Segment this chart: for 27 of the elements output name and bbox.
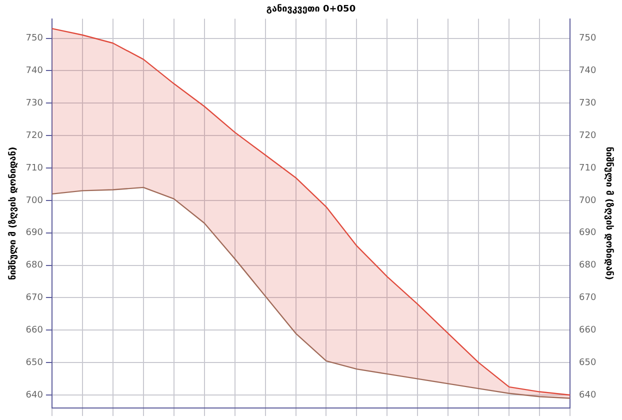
y2-tick-label: 740	[579, 66, 596, 76]
y-tick-label: 680	[26, 260, 44, 271]
y-tick-label: 750	[26, 34, 44, 44]
y2-tick-label: 750	[579, 34, 596, 44]
y2-tick-label: 680	[579, 260, 596, 271]
y2-axis-title: ნიშნული მ (ზღვის დონიდან)	[603, 146, 614, 280]
y2-tick-label: 730	[579, 98, 596, 108]
y-tick-label: 660	[26, 326, 44, 336]
y2-tick-label: 720	[579, 130, 596, 141]
y-tick-label: 640	[26, 390, 44, 400]
y-tick-label: 650	[26, 358, 44, 368]
y2-tick-label: 660	[579, 326, 596, 336]
y2-tick-label: 640	[579, 390, 596, 400]
y-tick-label: 670	[26, 293, 44, 304]
y2-tick-label: 670	[579, 293, 596, 304]
y-tick-label: 720	[26, 130, 44, 141]
y2-tick-label: 710	[579, 163, 596, 174]
y-tick-label: 740	[26, 66, 44, 76]
y2-tick-label: 690	[579, 228, 596, 238]
chart-title: განივკვეთი 0+050	[266, 4, 356, 15]
y-tick-label: 690	[26, 228, 44, 238]
y-tick-label: 730	[26, 98, 44, 108]
y2-tick-label: 650	[579, 358, 596, 368]
y-axis-title: ნიშნული მ (ზღვის დონიდან)	[8, 146, 19, 280]
y-tick-label: 710	[26, 163, 44, 174]
y2-tick-label: 700	[579, 196, 596, 206]
y-tick-label: 700	[26, 196, 44, 206]
